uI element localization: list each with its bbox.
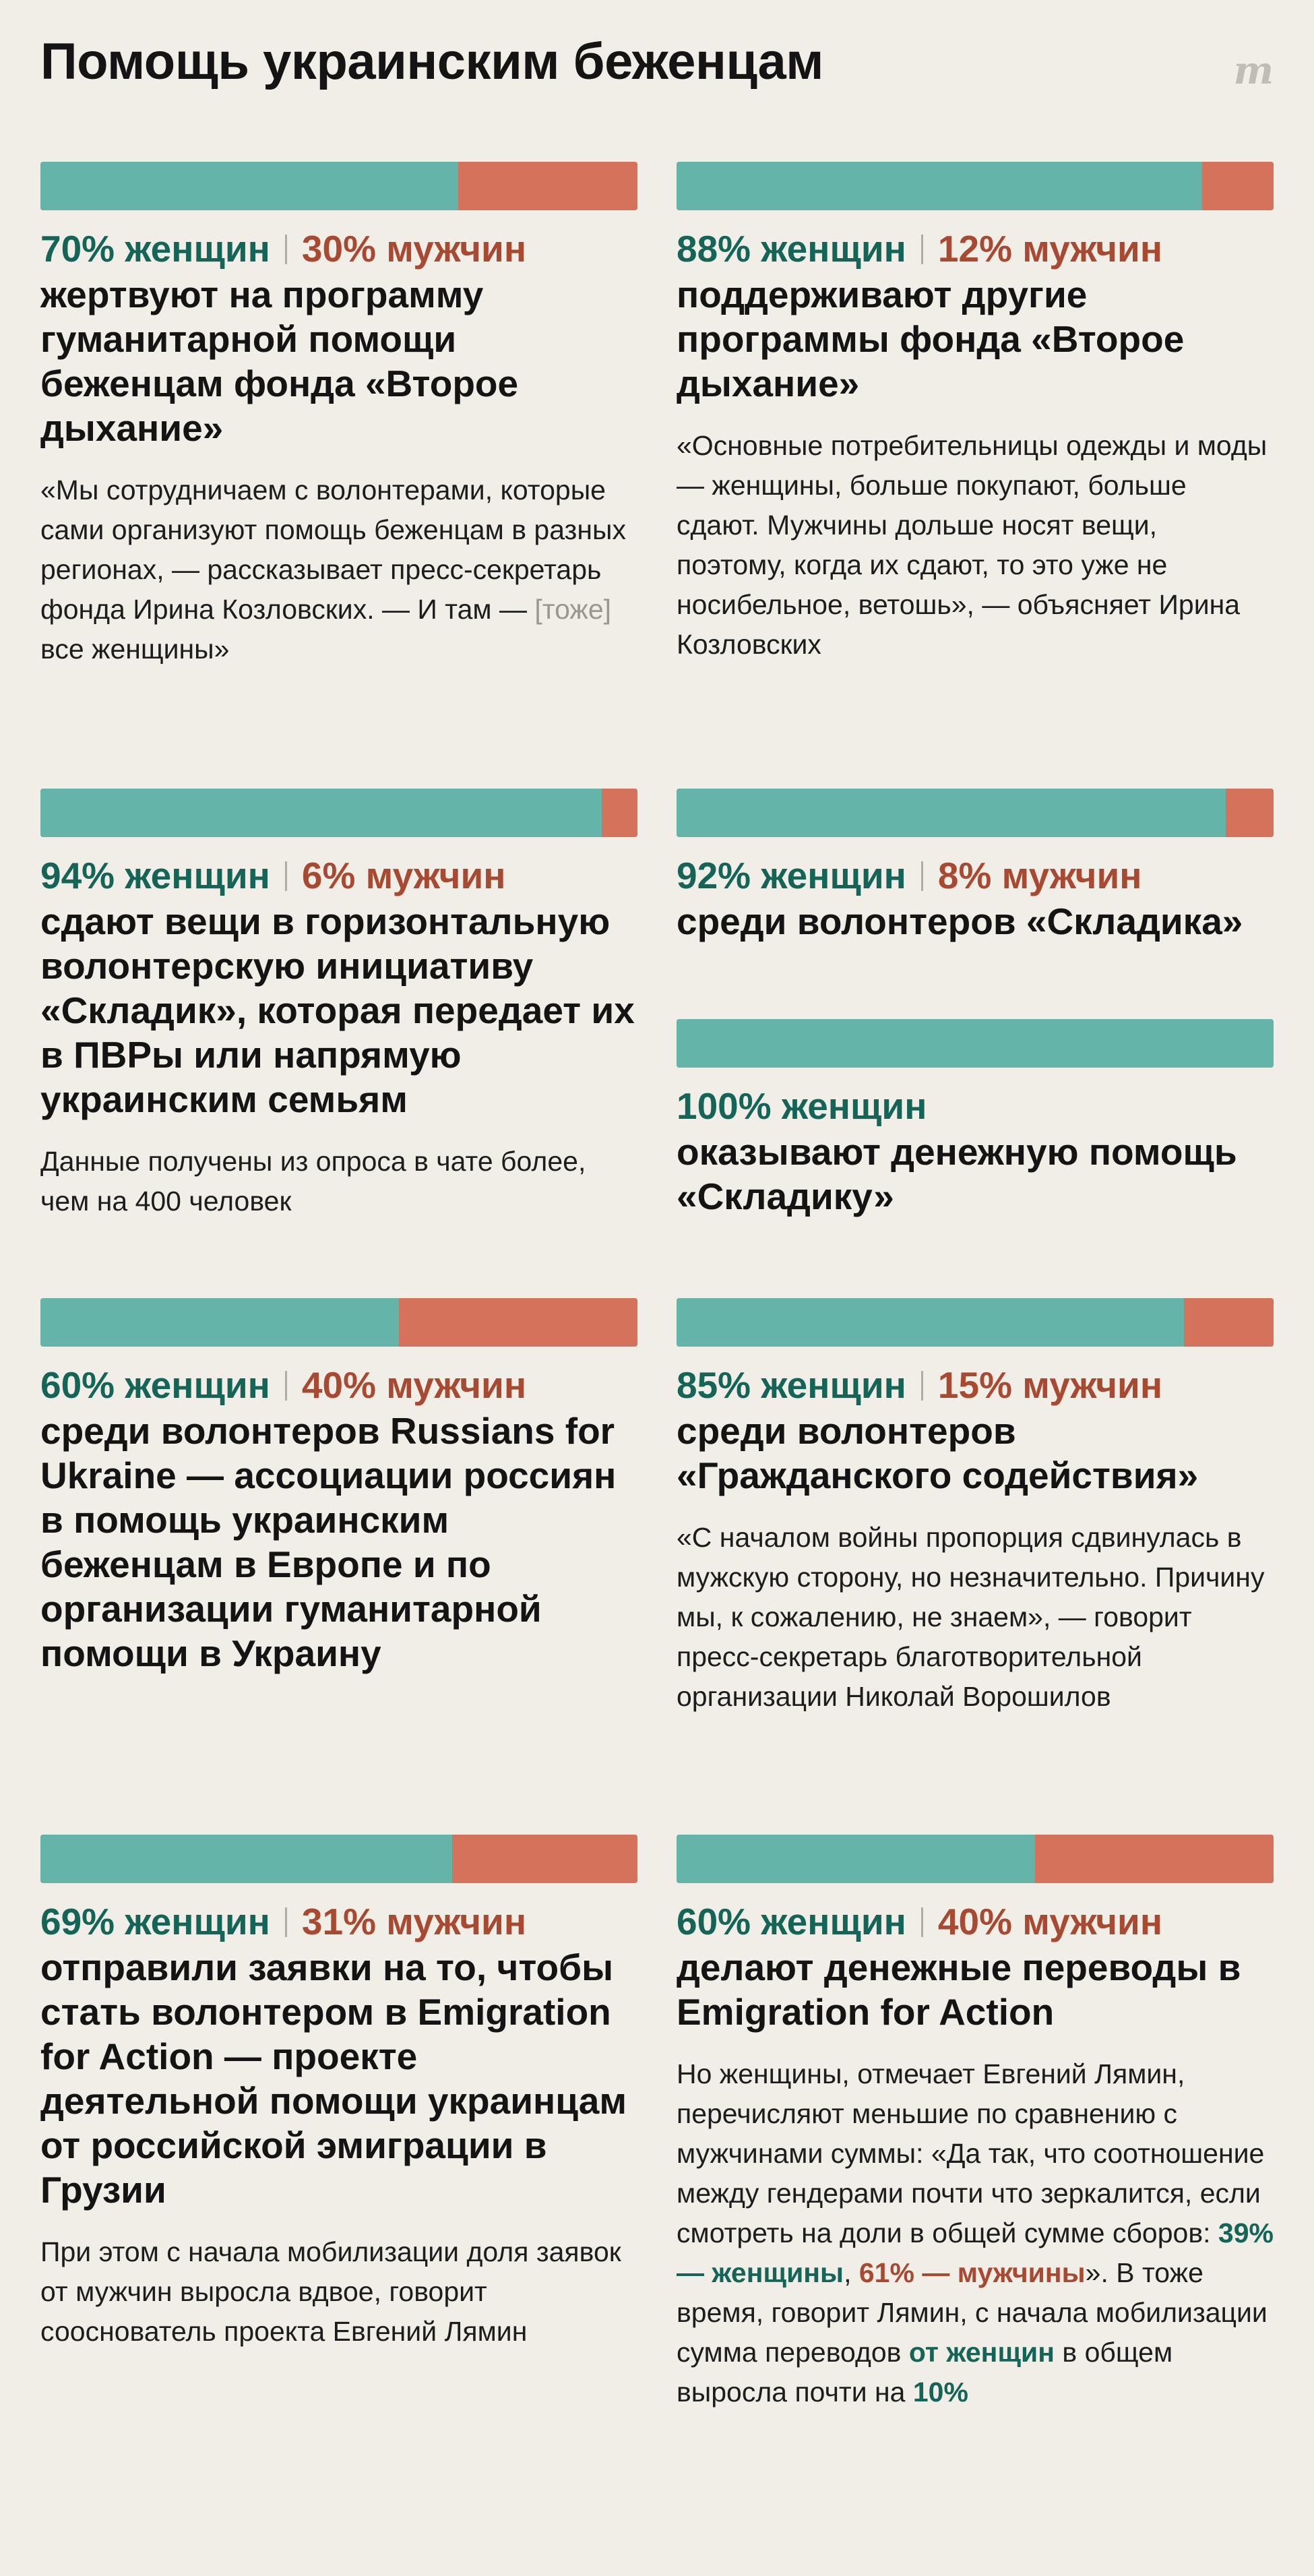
bar-segment-women	[677, 162, 1202, 210]
note-text-3: в общем выросла почти на	[677, 2337, 1173, 2408]
divider	[284, 235, 287, 264]
stat-card-5: 100% женщин оказывают денежную помощь «С…	[677, 1019, 1274, 1219]
bar-segment-women	[677, 1298, 1185, 1347]
stat-line: 94% женщин 6% мужчин	[40, 852, 637, 899]
bar-segment-women	[40, 1298, 399, 1347]
card-headline: поддерживают другие программы фонда «Вто…	[677, 274, 1185, 404]
bar-segment-men	[398, 1298, 637, 1347]
stat-line: 69% женщин 31% мужчин	[40, 1898, 637, 1945]
card-note: Но женщины, отмечает Евгений Лямин, пере…	[677, 2054, 1274, 2412]
stat-line: 85% женщин 15% мужчин	[677, 1361, 1274, 1409]
stat-card-9: 60% женщин 40% мужчин делают денежные пер…	[677, 1835, 1274, 2412]
bar-segment-men	[1201, 162, 1274, 210]
card-note: «С началом войны пропорция сдвинулась в …	[677, 1522, 1265, 1712]
note-comma: ,	[844, 2257, 852, 2288]
stat-line: 60% женщин 40% мужчин	[40, 1361, 637, 1409]
gender-bar	[40, 789, 637, 837]
note-gray-text: [тоже]	[534, 594, 612, 625]
men-share-label: 15% мужчин	[937, 1364, 1163, 1406]
card-headline: среди волонтеров Russians for Ukraine — …	[40, 1410, 617, 1674]
men-share-label: 31% мужчин	[301, 1901, 527, 1942]
divider	[284, 1371, 287, 1401]
card-headline: делают денежные переводы в Emigration fo…	[677, 1946, 1241, 2033]
card-headline: жертвуют на программу гуманитарной помощ…	[40, 274, 519, 449]
card-headline: среди волонтеров «Складика»	[677, 900, 1243, 942]
bar-segment-women	[40, 1835, 453, 1883]
women-share-label: 100% женщин	[677, 1085, 927, 1127]
gender-bar	[677, 162, 1274, 210]
bar-segment-men	[1226, 789, 1274, 837]
card-note: «Мы сотрудничаем с волонтерами, которые …	[40, 470, 637, 669]
note-text-2: ». В тоже время, говорит Лямин, с начала…	[677, 2257, 1268, 2368]
stat-line: 88% женщин 12% мужчин	[677, 225, 1274, 272]
divider	[284, 1907, 287, 1937]
bar-segment-men	[458, 162, 637, 210]
gender-bar	[677, 789, 1274, 837]
stat-card-1: 70% женщин 30% мужчин жертвуют на програм…	[40, 162, 637, 669]
women-share-label: 88% женщин	[677, 228, 906, 270]
men-share-label: 40% мужчин	[301, 1364, 527, 1406]
gender-bar	[677, 1019, 1274, 1068]
men-share-label: 30% мужчин	[301, 228, 527, 270]
women-share-label: 70% женщин	[40, 228, 270, 270]
gender-bar	[40, 1835, 637, 1883]
women-share-label: 60% женщин	[40, 1364, 270, 1406]
note-text: Но женщины, отмечает Евгений Лямин, пере…	[677, 2058, 1265, 2248]
divider	[920, 235, 923, 264]
stat-line: 70% женщин 30% мужчин	[40, 225, 637, 272]
men-share-label: 12% мужчин	[937, 228, 1163, 270]
card-note: При этом с начала мобилизации доля заяво…	[40, 2236, 621, 2347]
divider	[920, 1371, 923, 1401]
card-headline: оказывают денежную помощь «Складику»	[677, 1131, 1237, 1217]
bar-segment-women	[677, 1835, 1035, 1883]
stat-card-8: 69% женщин 31% мужчин отправили заявки на…	[40, 1835, 637, 2352]
men-share-label: 40% мужчин	[937, 1901, 1163, 1942]
card-headline: среди волонтеров «Гражданского содействи…	[677, 1410, 1199, 1496]
gender-bar	[40, 1298, 637, 1347]
bar-segment-men	[601, 789, 637, 837]
stat-card-7: 85% женщин 15% мужчин среди волонтеров «Г…	[677, 1298, 1274, 1717]
bar-segment-women	[40, 162, 459, 210]
women-share-label: 92% женщин	[677, 855, 906, 896]
bar-segment-women	[677, 789, 1226, 837]
men-share-label: 8% мужчин	[937, 855, 1142, 896]
stat-card-3: 94% женщин 6% мужчин сдают вещи в горизон…	[40, 789, 637, 1221]
stat-line: 60% женщин 40% мужчин	[677, 1898, 1274, 1945]
note-women-share: 39% — женщины	[677, 2217, 1274, 2288]
note-men-share: 61% — мужчины	[858, 2257, 1086, 2288]
divider	[920, 1907, 923, 1937]
bar-segment-men	[1184, 1298, 1274, 1347]
stat-card-4: 92% женщин 8% мужчин среди волонтеров «Ск…	[677, 789, 1274, 944]
card-headline: отправили заявки на то, чтобы стать воло…	[40, 1946, 627, 2211]
bar-segment-women	[677, 1019, 1274, 1068]
divider	[284, 861, 287, 891]
card-note: «Основные потребительницы одежды и моды …	[677, 430, 1268, 660]
bar-segment-men	[1034, 1835, 1274, 1883]
men-share-label: 6% мужчин	[301, 855, 506, 896]
note-tail: все женщины»	[40, 634, 230, 665]
stat-card-6: 60% женщин 40% мужчин среди волонтеров Ru…	[40, 1298, 637, 1676]
page-title: Помощь украинским беженцам	[40, 33, 824, 90]
stat-card-2: 88% женщин 12% мужчин поддерживают другие…	[677, 162, 1274, 665]
women-share-label: 69% женщин	[40, 1901, 270, 1942]
women-share-label: 60% женщин	[677, 1901, 906, 1942]
note-text: «Мы сотрудничаем с волонтерами, которые …	[40, 474, 626, 625]
women-share-label: 85% женщин	[677, 1364, 906, 1406]
card-headline: сдают вещи в горизонтальную волонтерскую…	[40, 900, 635, 1120]
meduza-logo: m	[1233, 49, 1274, 93]
card-note: Данные получены из опроса в чате более, …	[40, 1146, 586, 1217]
women-share-label: 94% женщин	[40, 855, 270, 896]
note-from-women: от женщин	[908, 2337, 1055, 2368]
bar-segment-women	[40, 789, 602, 837]
stat-line: 100% женщин	[677, 1082, 1274, 1130]
bar-segment-men	[452, 1835, 637, 1883]
gender-bar	[677, 1835, 1274, 1883]
note-growth: 10%	[912, 2376, 968, 2408]
gender-bar	[677, 1298, 1274, 1347]
gender-bar	[40, 162, 637, 210]
divider	[920, 861, 923, 891]
stat-line: 92% женщин 8% мужчин	[677, 852, 1274, 899]
